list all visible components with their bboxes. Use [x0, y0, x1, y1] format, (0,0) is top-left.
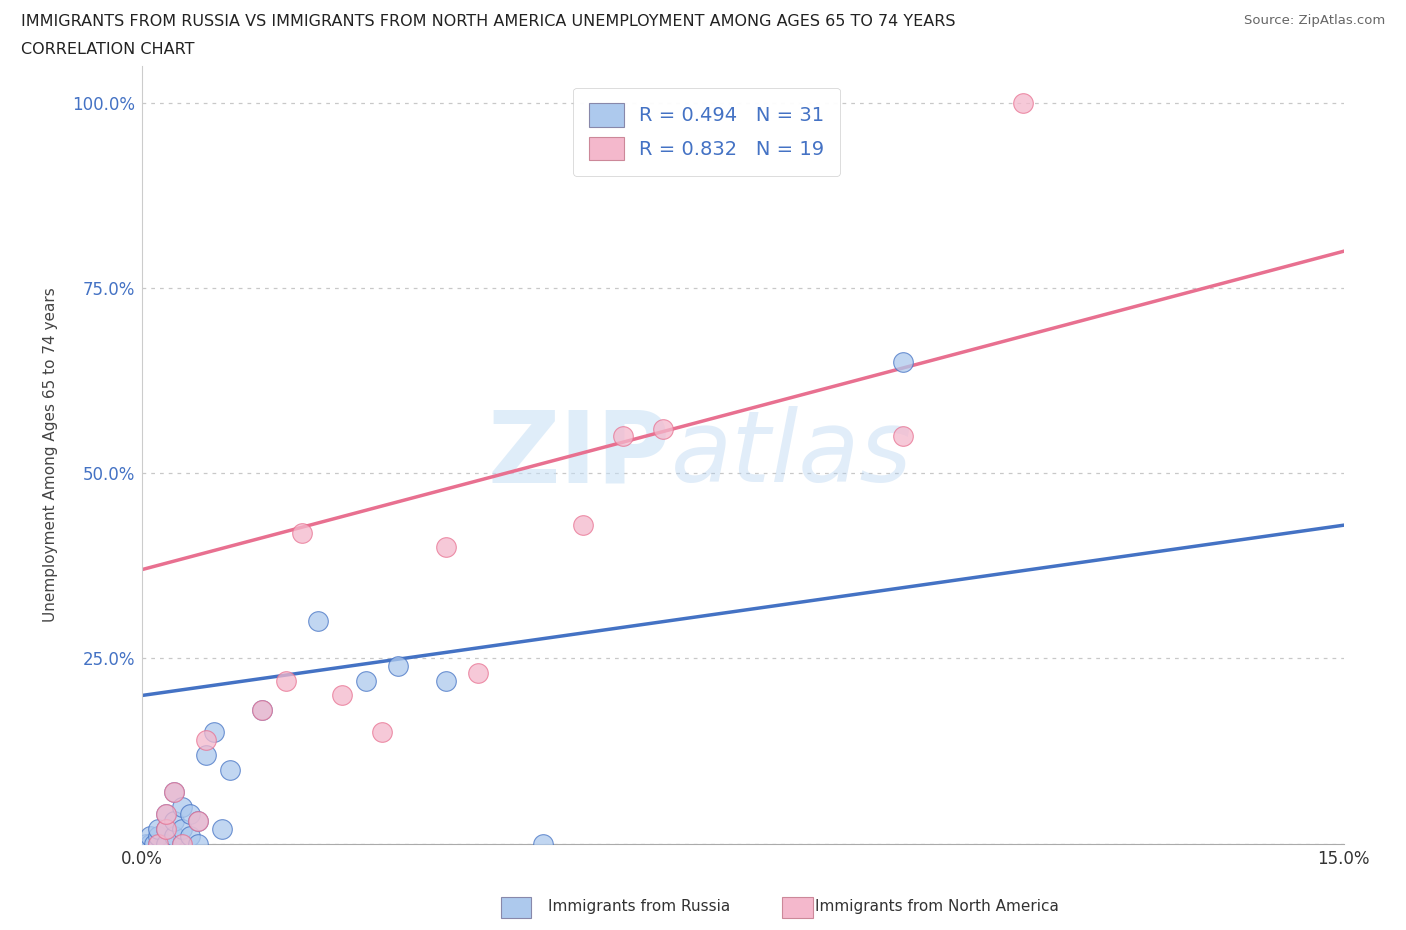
Point	[356, 673, 378, 688]
Point	[155, 806, 177, 821]
Y-axis label: Unemployment Among Ages 65 to 74 years: Unemployment Among Ages 65 to 74 years	[44, 287, 58, 622]
Point	[163, 784, 186, 799]
Legend: R = 0.494   N = 31, R = 0.832   N = 19: R = 0.494 N = 31, R = 0.832 N = 19	[574, 87, 841, 176]
Point	[155, 806, 177, 821]
Point	[330, 688, 353, 703]
Text: ZIP: ZIP	[488, 406, 671, 503]
Point	[219, 762, 242, 777]
Point	[276, 673, 298, 688]
Point	[187, 836, 209, 851]
Point	[434, 540, 457, 555]
Text: CORRELATION CHART: CORRELATION CHART	[21, 42, 194, 57]
Point	[291, 525, 314, 540]
Point	[170, 836, 193, 851]
Text: IMMIGRANTS FROM RUSSIA VS IMMIGRANTS FROM NORTH AMERICA UNEMPLOYMENT AMONG AGES : IMMIGRANTS FROM RUSSIA VS IMMIGRANTS FRO…	[21, 14, 956, 29]
Point	[387, 658, 409, 673]
Point	[307, 614, 329, 629]
Point	[146, 836, 169, 851]
Point	[187, 814, 209, 829]
Point	[250, 703, 273, 718]
Point	[146, 821, 169, 836]
Point	[467, 666, 489, 681]
Point	[179, 806, 201, 821]
Point	[155, 821, 177, 836]
Point	[170, 836, 193, 851]
Point	[195, 748, 218, 763]
Text: Immigrants from North America: Immigrants from North America	[815, 899, 1059, 914]
Point	[250, 703, 273, 718]
Point	[163, 829, 186, 844]
Point	[139, 836, 162, 851]
Point	[531, 836, 554, 851]
Point	[143, 836, 166, 851]
Point	[155, 821, 177, 836]
Point	[612, 429, 634, 444]
Point	[195, 733, 218, 748]
Point	[170, 799, 193, 814]
Text: Source: ZipAtlas.com: Source: ZipAtlas.com	[1244, 14, 1385, 27]
Point	[211, 821, 233, 836]
Point	[163, 814, 186, 829]
Point	[434, 673, 457, 688]
Point	[1012, 96, 1035, 111]
Point	[135, 836, 157, 851]
Text: atlas: atlas	[671, 406, 912, 503]
Point	[202, 725, 225, 740]
Point	[187, 814, 209, 829]
Point	[179, 829, 201, 844]
Point	[891, 355, 914, 370]
Point	[170, 821, 193, 836]
Point	[163, 784, 186, 799]
Text: Immigrants from Russia: Immigrants from Russia	[548, 899, 731, 914]
Point	[146, 836, 169, 851]
Point	[571, 518, 593, 533]
Point	[371, 725, 394, 740]
Point	[155, 836, 177, 851]
Point	[139, 829, 162, 844]
Point	[146, 829, 169, 844]
Point	[891, 429, 914, 444]
Point	[651, 421, 673, 436]
